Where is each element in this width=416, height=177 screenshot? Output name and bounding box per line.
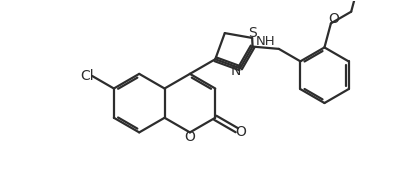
Text: O: O: [328, 12, 339, 26]
Text: Cl: Cl: [80, 69, 94, 83]
Text: N: N: [230, 64, 241, 78]
Text: O: O: [184, 130, 196, 144]
Text: O: O: [235, 125, 246, 139]
Text: S: S: [248, 26, 257, 40]
Text: NH: NH: [256, 35, 275, 48]
